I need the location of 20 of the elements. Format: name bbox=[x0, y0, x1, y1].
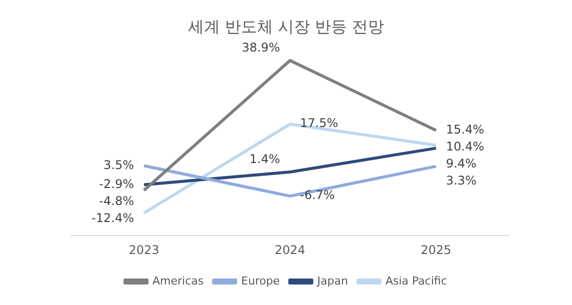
x-tick-label: 2023 bbox=[128, 242, 160, 257]
x-tick-label: 2025 bbox=[420, 242, 452, 257]
data-label: -2.9% bbox=[99, 176, 134, 191]
data-label: -12.4% bbox=[92, 210, 134, 225]
data-label: 15.4% bbox=[446, 122, 484, 136]
chart-title: 세계 반도체 시장 반등 전망 bbox=[188, 16, 384, 36]
x-tick-label: 2024 bbox=[274, 242, 306, 257]
legend-label: Americas bbox=[152, 274, 204, 288]
data-label: -6.7% bbox=[300, 188, 335, 202]
data-label: 3.3% bbox=[446, 173, 476, 188]
legend-label: Europe bbox=[241, 274, 280, 288]
data-label: 10.4% bbox=[446, 139, 484, 154]
data-label: 17.5% bbox=[300, 116, 338, 130]
data-label: 1.4% bbox=[250, 152, 280, 166]
data-label: 38.9% bbox=[242, 40, 280, 55]
legend-label: Japan bbox=[316, 274, 348, 288]
legend-label: Asia Pacific bbox=[385, 274, 447, 288]
data-label: 9.4% bbox=[446, 156, 476, 170]
data-label: -4.8% bbox=[99, 194, 134, 208]
data-label: 3.5% bbox=[104, 158, 134, 172]
